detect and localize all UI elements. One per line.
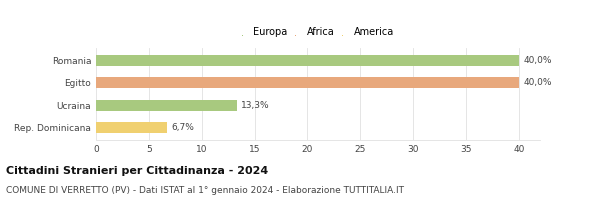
Bar: [96, 55, 519, 66]
Bar: [96, 100, 236, 111]
Text: COMUNE DI VERRETTO (PV) - Dati ISTAT al 1° gennaio 2024 - Elaborazione TUTTITALI: COMUNE DI VERRETTO (PV) - Dati ISTAT al …: [6, 186, 404, 195]
Text: Cittadini Stranieri per Cittadinanza - 2024: Cittadini Stranieri per Cittadinanza - 2…: [6, 166, 268, 176]
Text: 6,7%: 6,7%: [171, 123, 194, 132]
Text: 40,0%: 40,0%: [523, 78, 551, 87]
Text: 13,3%: 13,3%: [241, 101, 269, 110]
Bar: [96, 122, 167, 133]
Legend: Europa, Africa, America: Europa, Africa, America: [238, 23, 398, 41]
Text: 40,0%: 40,0%: [523, 56, 551, 65]
Bar: [96, 77, 519, 88]
